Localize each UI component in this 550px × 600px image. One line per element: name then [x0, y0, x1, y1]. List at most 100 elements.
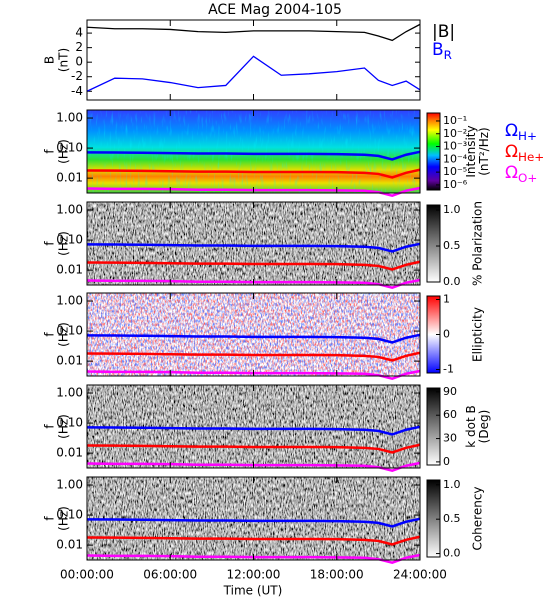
- y-tick-label: 0.01: [56, 446, 83, 460]
- colorbar-tick-label: 90: [443, 385, 457, 398]
- frequency-line: [86, 168, 421, 179]
- frequency-line: [86, 333, 421, 344]
- colorbar-tick-label: -1: [443, 363, 454, 376]
- colorbar-tick-label: 10⁻⁵: [443, 165, 467, 178]
- colorbar-tick-label: 1.0: [443, 478, 461, 491]
- legend-subscript: R: [444, 48, 452, 62]
- frequency-line: [86, 461, 421, 473]
- y-tick-label: 0.10: [56, 233, 83, 247]
- y-axis-label: f: [43, 332, 57, 337]
- frequency-line: [86, 150, 421, 161]
- y-tick-label: 0.10: [56, 324, 83, 338]
- frequency-line: [86, 425, 421, 436]
- y-axis-label: f: [43, 516, 57, 521]
- colorbar: [426, 387, 441, 466]
- legend-label: ΩHe+: [505, 142, 544, 164]
- y-axis-label: f: [43, 424, 57, 429]
- y-tick-label: 0.10: [56, 416, 83, 430]
- colorbar-tick-label: 0.0: [443, 547, 461, 560]
- y-tick-label: 1.00: [56, 386, 83, 400]
- colorbar-label: k dot B: [464, 405, 478, 447]
- y-tick-label: 4: [75, 26, 83, 40]
- colorbar-tick-label: 10⁻¹: [443, 114, 467, 127]
- legend-label: BR: [432, 40, 452, 62]
- colorbar-tick-label: 1.0: [443, 203, 461, 216]
- plot-frame: [86, 19, 421, 101]
- y-tick-label: 0: [75, 55, 83, 69]
- y-axis-label: f: [43, 241, 57, 246]
- colorbar-tick-label: 10⁻³: [443, 140, 467, 153]
- legend-label: |B|: [432, 22, 455, 42]
- colorbar-label: Ellipticity: [471, 307, 485, 362]
- colorbar-label: (Deg): [477, 410, 491, 444]
- legend-text: Ω: [505, 121, 518, 141]
- x-axis-label: Time (UT): [223, 584, 283, 598]
- colorbar-label: Intensity: [464, 125, 478, 177]
- data-line: [86, 23, 421, 42]
- frequency-line: [86, 443, 421, 454]
- legend-subscript: H+: [518, 129, 537, 143]
- y-tick-label: 0.10: [56, 141, 83, 155]
- y-tick-label: 0.01: [56, 354, 83, 368]
- x-tick-label: 18:00:00: [310, 568, 364, 582]
- y-tick-label: 1.00: [56, 111, 83, 125]
- legend-text: |B|: [432, 22, 455, 42]
- frequency-line: [86, 369, 421, 381]
- colorbar-tick-label: 0: [443, 455, 450, 468]
- y-axis-label: (Hz): [57, 414, 71, 439]
- colorbar-tick-label: 1: [443, 293, 450, 306]
- colorbar-label: (nT²/Hz): [477, 127, 491, 175]
- chart-title: ACE Mag 2004-105: [208, 2, 342, 18]
- colorbar-tick-label: 0: [443, 328, 450, 341]
- y-axis-label: (Hz): [57, 139, 71, 164]
- y-axis-label: (Hz): [57, 231, 71, 256]
- legend-label: ΩO+: [505, 163, 537, 185]
- colorbar: [426, 479, 441, 558]
- legend-subscript: He+: [518, 150, 544, 164]
- colorbar-tick-label: 60: [443, 408, 457, 421]
- frequency-line: [86, 278, 421, 290]
- colorbar-tick-label: 10⁻⁶: [443, 178, 468, 191]
- colorbar-tick-label: 0.5: [443, 239, 461, 252]
- x-tick-label: 00:00:00: [60, 568, 114, 582]
- y-tick-label: 0.01: [56, 171, 83, 185]
- frequency-line: [86, 260, 421, 271]
- frequency-line: [86, 351, 421, 362]
- y-axis-label: f: [43, 149, 57, 154]
- colorbar-tick-label: 10⁻²: [443, 127, 467, 140]
- colorbar: [426, 204, 441, 283]
- legend-subscript: O+: [518, 171, 537, 185]
- y-axis-label: (nT): [57, 48, 71, 72]
- legend-label: ΩH+: [505, 121, 537, 143]
- y-tick-label: 1.00: [56, 478, 83, 492]
- y-axis-label: B: [43, 56, 57, 64]
- legend-text: Ω: [505, 163, 518, 183]
- x-tick-label: 06:00:00: [143, 568, 197, 582]
- colorbar: [426, 112, 441, 191]
- frequency-line: [86, 242, 421, 253]
- x-tick-label: 12:00:00: [227, 568, 281, 582]
- y-tick-label: -2: [71, 69, 83, 83]
- colorbar-tick-label: 10⁻⁴: [443, 152, 468, 165]
- y-tick-label: 0.10: [56, 508, 83, 522]
- data-line: [86, 55, 421, 92]
- y-tick-label: 1.00: [56, 203, 83, 217]
- frequency-line: [86, 535, 421, 546]
- colorbar-label: % Polarization: [471, 201, 485, 286]
- colorbar-tick-label: 0.5: [443, 512, 461, 525]
- frequency-line: [86, 517, 421, 528]
- y-tick-label: 1.00: [56, 294, 83, 308]
- colorbar-tick-label: 0.0: [443, 275, 461, 288]
- colorbar-tick-label: 30: [443, 432, 457, 445]
- frequency-line: [86, 553, 421, 565]
- x-tick-label: 24:00:00: [393, 568, 447, 582]
- frequency-line: [86, 186, 421, 198]
- y-tick-label: 2: [75, 40, 83, 54]
- legend-text: Ω: [505, 142, 518, 162]
- y-axis-label: (Hz): [57, 506, 71, 531]
- y-tick-label: 0.01: [56, 263, 83, 277]
- y-tick-label: 0.01: [56, 538, 83, 552]
- y-axis-label: (Hz): [57, 322, 71, 347]
- y-tick-label: -4: [71, 84, 83, 98]
